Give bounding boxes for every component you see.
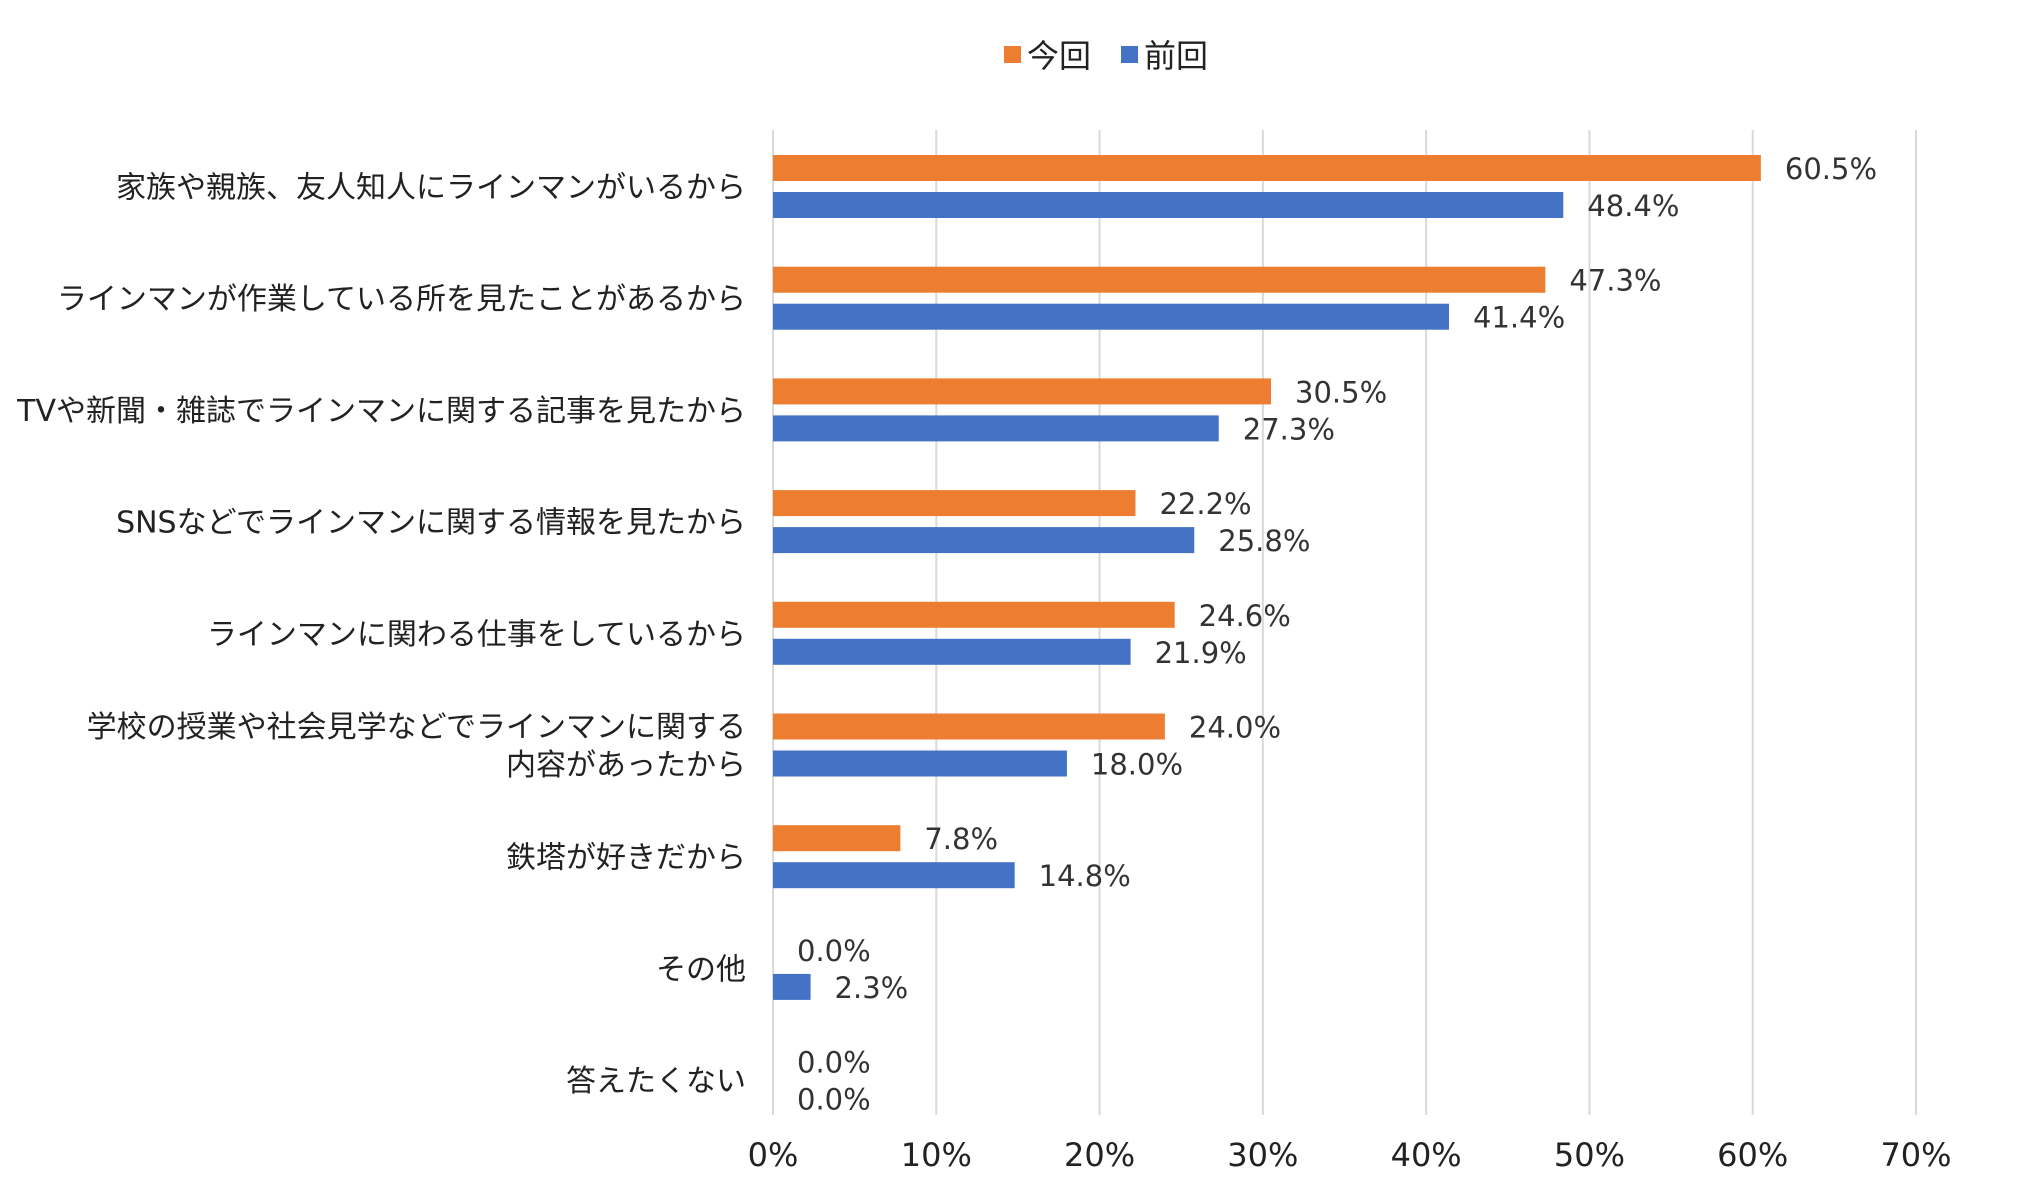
bar-previous — [773, 973, 811, 1000]
bar-current — [773, 601, 1175, 628]
x-axis-tick-labels: 0% 10% 20% 30% 40% 50% 60% 70% — [748, 1136, 1952, 1174]
bar-previous — [773, 415, 1219, 442]
category-label: 鉄塔が好きだから — [506, 841, 746, 876]
x-tick-label: 70% — [1880, 1136, 1951, 1174]
data-label: 27.3% — [1243, 412, 1335, 446]
data-label: 14.8% — [1039, 859, 1131, 893]
data-label: 22.2% — [1159, 487, 1251, 521]
category-label: ラインマンが作業している所を見たことがあるから — [57, 282, 746, 317]
bar-current — [773, 825, 901, 852]
data-label: 47.3% — [1569, 264, 1661, 298]
x-tick-label: 10% — [901, 1136, 972, 1174]
data-label: 41.4% — [1473, 301, 1565, 335]
x-tick-label: 60% — [1717, 1136, 1788, 1174]
bar-current — [773, 266, 1546, 293]
bar-current — [773, 713, 1165, 740]
legend-label-previous: 前回 — [1144, 37, 1208, 75]
bar-current — [773, 378, 1272, 405]
x-tick-label: 50% — [1554, 1136, 1625, 1174]
data-label: 24.0% — [1189, 711, 1281, 745]
category-label: その他 — [656, 952, 746, 987]
data-label: 18.0% — [1091, 748, 1183, 782]
data-label: 30.5% — [1295, 375, 1387, 409]
legend: 今回 前回 — [1004, 37, 1208, 75]
data-label: 0.0% — [797, 1046, 871, 1080]
data-label: 0.0% — [797, 1083, 871, 1117]
data-labels: 60.5% 48.4% 47.3%41.4% 30.5%27.3% 22.2%25.8%… — [797, 152, 1877, 1117]
category-label: TVや新聞・雑誌でラインマンに関する記事を見たから — [16, 394, 746, 429]
data-label: 60.5% — [1785, 152, 1877, 186]
x-tick-label: 0% — [748, 1136, 799, 1174]
data-label: 0.0% — [797, 934, 871, 968]
category-label: 答えたくない — [566, 1064, 746, 1099]
bar-previous — [773, 527, 1195, 554]
bar-current — [773, 155, 1761, 181]
data-label: 24.6% — [1199, 599, 1291, 633]
x-tick-label: 20% — [1064, 1136, 1135, 1174]
bar-previous — [773, 303, 1450, 330]
category-labels: 家族や親族、友人知人にラインマンがいるからラインマンが作業している所を見たことが… — [16, 171, 746, 1100]
bar-previous — [773, 638, 1131, 665]
category-label: ラインマンに関わる仕事をしているから — [207, 617, 746, 652]
category-label: SNSなどでラインマンに関する情報を見たから — [116, 506, 746, 541]
legend-label-current: 今回 — [1027, 37, 1091, 75]
x-tick-label: 40% — [1391, 1136, 1462, 1174]
data-label: 7.8% — [924, 822, 998, 856]
legend-swatch-previous — [1121, 46, 1138, 63]
legend-swatch-current — [1004, 46, 1021, 63]
data-label: 2.3% — [835, 971, 909, 1005]
bar-previous — [773, 862, 1015, 889]
data-label: 25.8% — [1218, 524, 1310, 558]
category-label: 学校の授業や社会見学などでラインマンに関する内容があったから — [87, 710, 746, 783]
bar-current — [773, 490, 1136, 517]
bar-previous — [773, 192, 1564, 218]
bar-previous — [773, 750, 1067, 777]
data-label: 48.4% — [1587, 189, 1679, 223]
x-tick-label: 30% — [1227, 1136, 1298, 1174]
data-label: 21.9% — [1155, 636, 1247, 670]
bars — [773, 155, 1761, 1000]
category-label: 家族や親族、友人知人にラインマンがいるから — [116, 171, 746, 206]
